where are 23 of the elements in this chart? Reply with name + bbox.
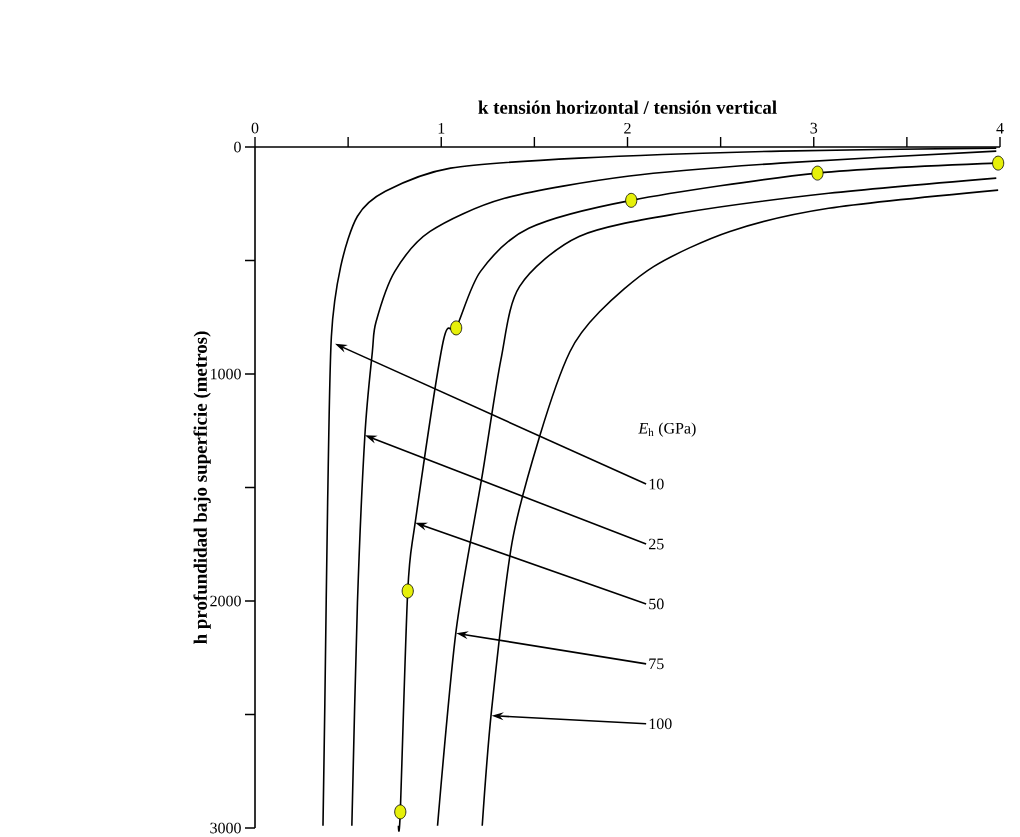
point [811,165,824,181]
y-tick-label: 1000 [211,368,241,380]
y-tick-label: 3000 [210,822,241,834]
annotation: 10 [649,478,664,490]
point [625,192,638,208]
legend-title: E$_{h}$ (GPa) [638,422,696,437]
x-tick-label: 1 [438,122,445,134]
point [401,583,414,599]
y-tick-label: 2000 [210,595,241,607]
x-tick-label: 0 [251,122,259,134]
point [992,155,1005,171]
x-tick-label: 4 [996,123,1004,134]
x-tick-label: 3 [810,122,818,134]
x-tick-label: 2 [624,122,631,134]
annotation: 50 [649,598,664,610]
annotation: 75 [649,658,664,670]
point [394,804,407,820]
x-axis-title: k tensión horizontal / tensión vertical [478,100,777,114]
annotation: 25 [649,538,664,550]
y-axis-title: h profundidad bajo superficie (metros) [193,331,211,644]
annotation: 100 [649,718,672,730]
point [450,320,463,336]
y-tick-label: 0 [234,141,241,153]
